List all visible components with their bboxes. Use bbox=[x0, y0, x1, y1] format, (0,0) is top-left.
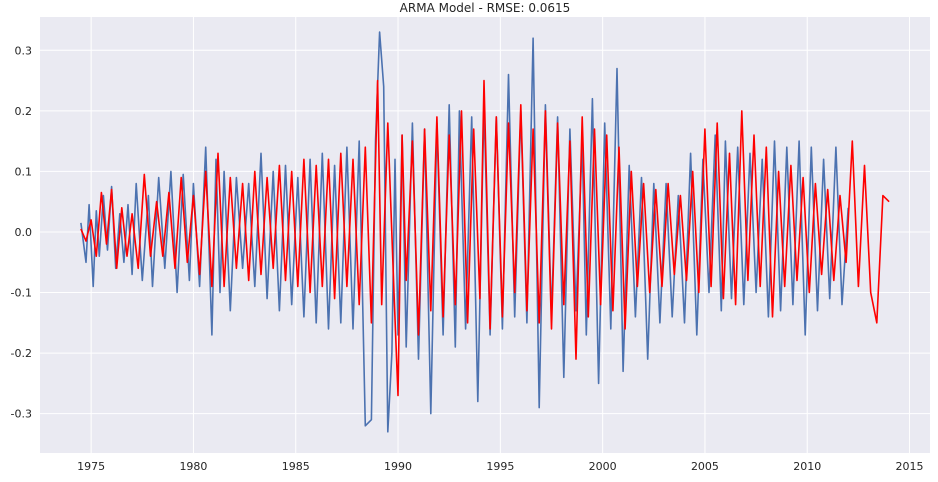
x-tick-label: 1985 bbox=[282, 460, 310, 473]
y-tick-label: 0.3 bbox=[15, 44, 33, 57]
x-tick-label: 1975 bbox=[77, 460, 105, 473]
x-tick-label: 1995 bbox=[486, 460, 514, 473]
y-tick-label: 0.0 bbox=[15, 226, 33, 239]
series-layer bbox=[80, 31, 890, 433]
x-tick-label: 2005 bbox=[691, 460, 719, 473]
y-tick-label: -0.3 bbox=[11, 408, 32, 421]
x-tick-label: 2000 bbox=[589, 460, 617, 473]
x-axis: 1975 1980 1985 1990 1995 2000 2005 2010 2015 bbox=[77, 460, 923, 473]
x-tick-label: 2015 bbox=[896, 460, 924, 473]
chart-title: ARMA Model - RMSE: 0.0615 bbox=[400, 1, 571, 15]
y-tick-label: -0.2 bbox=[11, 347, 32, 360]
series-line-predicted bbox=[80, 79, 890, 397]
x-tick-label: 1990 bbox=[384, 460, 412, 473]
y-tick-label: -0.1 bbox=[11, 287, 32, 300]
y-tick-label: 0.1 bbox=[15, 165, 33, 178]
y-axis: -0.3 -0.2 -0.1 0.0 0.1 0.2 0.3 bbox=[11, 44, 32, 420]
x-tick-label: 2010 bbox=[793, 460, 821, 473]
x-tick-label: 1980 bbox=[179, 460, 207, 473]
y-tick-label: 0.2 bbox=[15, 105, 33, 118]
